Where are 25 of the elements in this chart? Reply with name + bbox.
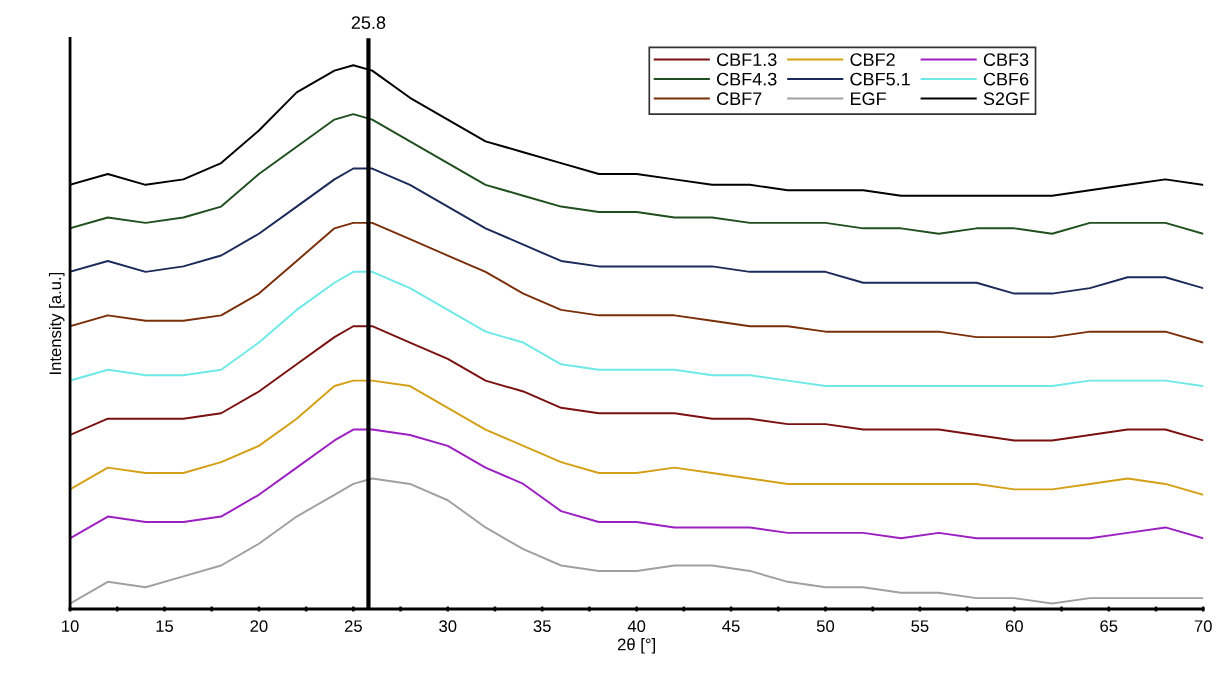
x-tick-label: 40 xyxy=(627,620,646,633)
legend-label: EGF xyxy=(851,92,886,106)
x-tick-label: 15 xyxy=(156,620,174,633)
x-axis-title: 2θ [°] xyxy=(617,638,655,654)
x-tick-label: 20 xyxy=(250,620,268,633)
legend-label: CBF6 xyxy=(983,72,1029,86)
legend-label: S2GF xyxy=(983,92,1030,106)
x-tick-label: 50 xyxy=(816,620,835,633)
legend-label: CBF7 xyxy=(717,92,762,106)
x-tick-label: 65 xyxy=(1100,620,1118,633)
y-axis-title: Intensity [a.u.] xyxy=(48,272,65,374)
x-tick-label: 60 xyxy=(1005,620,1023,633)
x-tick-label: 35 xyxy=(533,620,551,633)
ref-line-label: 25.8 xyxy=(351,16,386,29)
legend-label: CBF5.1 xyxy=(850,72,910,86)
x-tick-label: 30 xyxy=(439,620,457,633)
x-tick-label: 55 xyxy=(911,620,929,633)
x-tick-label: 45 xyxy=(722,620,740,633)
x-tick-label: 70 xyxy=(1194,620,1212,633)
legend-label: CBF3 xyxy=(983,53,1029,66)
x-tick-label: 25 xyxy=(344,620,362,633)
x-tick-label: 10 xyxy=(62,620,79,633)
legend-label: CBF4.3 xyxy=(717,72,777,86)
legend-label: CBF2 xyxy=(850,53,895,66)
legend-label: CBF1.3 xyxy=(717,53,777,66)
